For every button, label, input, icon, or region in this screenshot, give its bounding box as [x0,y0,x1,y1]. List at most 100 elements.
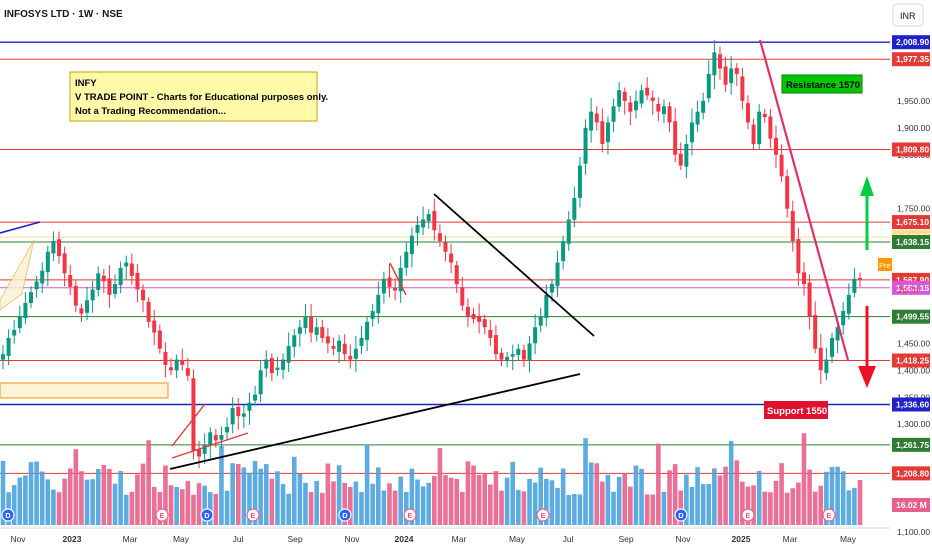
candle-body [499,352,504,360]
volume-bar [555,487,560,525]
x-tick-label: 2023 [63,534,82,544]
x-tick-label: Nov [10,534,26,544]
volume-bar [286,493,291,525]
volume-bar [779,463,784,525]
x-tick-label: Mar [783,534,798,544]
volume-bar [504,477,510,525]
volume-bar [392,490,398,525]
y-tick-label: 1,300.00 [897,419,930,429]
event-marker-letter: E [407,511,412,520]
candle-body [230,408,235,425]
candle-body [527,343,532,361]
candle-body [23,302,28,319]
price-level-value: 1,675.10 [896,217,929,227]
volume-bar [45,479,51,525]
volume-bar [465,461,471,525]
candle-body [729,68,734,84]
candle-body [169,367,174,371]
candle-body [505,356,510,361]
currency-label: INR [900,11,916,21]
volume-bar [247,472,252,525]
volume-bar [303,482,308,525]
note-line-3: Not a Trading Recommendation... [75,106,226,117]
candle-body [404,251,409,268]
price-level-value: 1,567.90 [896,275,929,285]
currency-button[interactable]: INR [892,3,924,27]
volume-bar [723,466,728,525]
candle-body [734,67,739,74]
price-level-tag [892,397,930,412]
candle-body [829,338,834,357]
candle-body [488,330,493,338]
candle-body [17,316,22,329]
candle-body [314,327,319,335]
volume-bar [230,463,235,525]
volume-bar [667,470,672,525]
event-marker-letter: E [745,511,750,520]
volume-value-tag [892,498,930,512]
candle-body [661,106,666,115]
volume-bar [308,492,314,525]
price-level-tag [892,280,930,295]
candle-body [852,278,857,293]
volume-bar [588,462,594,525]
candle-body [841,311,846,326]
trendline-blue-top-left [0,221,41,234]
volume-bar [11,485,17,525]
up-arrow-icon [860,176,874,250]
candle-body [706,73,711,99]
price-level-tag [892,35,930,50]
volume-bar [213,493,219,525]
candle-body [202,444,207,454]
candle-body [258,370,263,395]
candle-body [185,368,190,376]
candle-body [141,289,146,301]
volume-bar [297,474,303,525]
volume-bar [319,492,325,525]
volume-bar [163,465,168,525]
volume-bar [700,484,706,525]
candle-body [393,287,398,291]
note-line-1: INFY [75,78,97,89]
volume-bar [118,470,123,525]
volume-bar [650,494,656,525]
candle-body [824,359,829,374]
candle-body [219,435,224,440]
volume-bar [532,482,538,525]
volume-bar [773,480,779,525]
candle-body [538,316,543,326]
volume-bar [146,440,151,525]
earnings-marker-icon [741,508,755,522]
candle-body [152,320,157,333]
note-line-2: V TRADE POINT - Charts for Educational p… [75,92,328,103]
candle-body [549,284,554,293]
volume-bar [252,460,258,525]
volume-bar [628,486,633,525]
price-level-value: 1,809.80 [896,144,929,154]
candle-body [118,267,123,286]
volume-bar [678,490,684,525]
resistance-text: Resistance 1570 [786,80,860,91]
volume-bar [73,449,79,525]
volume-value-label: 16.02 M [896,500,927,510]
candle-body [163,351,168,365]
candle-body [622,91,627,101]
candle-body [331,345,336,349]
candle-body [113,284,118,294]
volume-bar [202,485,207,525]
candle-body [493,335,498,355]
candle-body [337,340,342,352]
candle-body [432,210,437,231]
candle-body [241,413,246,417]
volume-bar [840,471,846,525]
dividend-marker-icon [1,508,15,522]
y-tick-label: 1,100.00 [897,527,930,537]
volume-bar [79,471,84,525]
volume-bar [857,479,863,525]
volume-bar [818,485,824,525]
candle-body [381,278,386,294]
candle-body [320,327,325,338]
price-levels-layer: 1,100.001,150.001,300.001,350.001,400.00… [0,35,930,537]
candle-body [835,327,840,341]
volume-bar [174,486,179,525]
